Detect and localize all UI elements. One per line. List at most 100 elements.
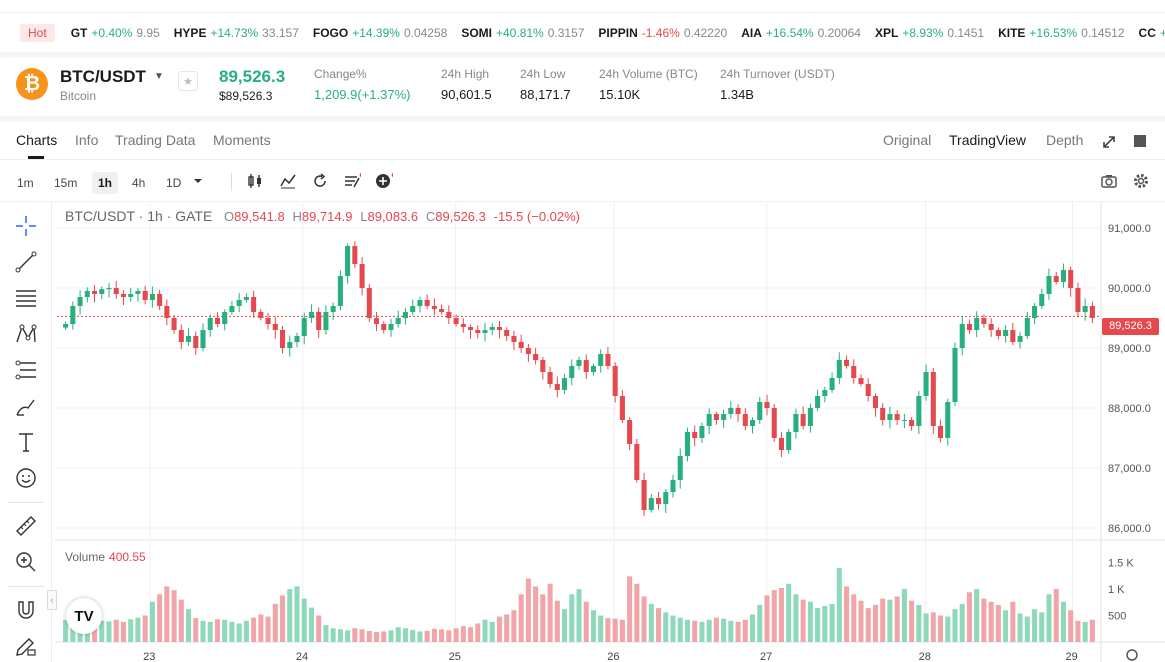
- ticker-price: 0.20064: [817, 25, 861, 40]
- hot-badge[interactable]: Hot: [20, 23, 55, 42]
- timeframe-4h[interactable]: 4h: [132, 176, 146, 190]
- candle: [84, 291, 90, 297]
- stat-label: 24h Turnover (USDT): [720, 67, 835, 81]
- candle: [981, 318, 987, 324]
- candles-icon[interactable]: [246, 172, 264, 190]
- candle: [178, 330, 184, 342]
- ticker-item[interactable]: PIPPIN -1.46% 0.42220: [598, 26, 727, 40]
- candle: [974, 318, 980, 330]
- volume-bar: [576, 589, 582, 642]
- tab-original[interactable]: Original: [883, 132, 932, 148]
- candle: [959, 324, 965, 348]
- favorite-star-icon[interactable]: ★: [178, 71, 198, 91]
- tab-charts[interactable]: Charts: [16, 132, 58, 148]
- volume-bar: [641, 596, 647, 642]
- settings-icon[interactable]: [1124, 647, 1140, 662]
- candle: [909, 420, 915, 426]
- indicators-icon[interactable]: [279, 172, 297, 190]
- volume-bar: [518, 594, 524, 642]
- timeframe-15m[interactable]: 15m: [54, 176, 78, 190]
- legend-l-label: L: [360, 209, 368, 224]
- fib-retracement-icon[interactable]: [14, 286, 38, 310]
- ruler-icon[interactable]: [14, 514, 38, 538]
- replay-icon[interactable]: [311, 172, 329, 190]
- volume-bar: [757, 604, 763, 642]
- candle: [641, 480, 647, 510]
- timeframe-1m[interactable]: 1m: [17, 176, 34, 190]
- candle: [525, 348, 531, 354]
- ticker-symbol: KITE: [998, 25, 1026, 40]
- tab-moments[interactable]: Moments: [213, 132, 271, 148]
- zoom-in-icon[interactable]: [14, 550, 38, 574]
- candle: [916, 396, 922, 426]
- tab-info[interactable]: Info: [75, 132, 99, 148]
- crosshair-icon[interactable]: [14, 214, 38, 238]
- emoji-icon[interactable]: [14, 466, 38, 490]
- candle: [236, 300, 242, 306]
- stat-value: 90,601.5: [441, 87, 492, 102]
- ticker-symbol: GT: [70, 25, 88, 40]
- brush-icon[interactable]: [14, 394, 38, 418]
- volume-bar: [1032, 609, 1038, 642]
- ticker-item[interactable]: CC +9: [1139, 26, 1165, 40]
- volume-bar: [366, 630, 372, 642]
- trend-line-icon[interactable]: [14, 250, 38, 274]
- templates-icon[interactable]: [343, 172, 361, 190]
- patterns-icon[interactable]: [14, 322, 38, 346]
- volume-bar: [771, 590, 777, 642]
- ticker-item[interactable]: FOGO +14.39% 0.04258: [313, 26, 447, 40]
- text-icon[interactable]: [14, 430, 38, 454]
- volume-bar: [916, 604, 922, 642]
- fullscreen-icon[interactable]: [1101, 134, 1117, 150]
- pair-title[interactable]: BTC/USDT: [60, 67, 146, 86]
- forecast-icon[interactable]: [14, 358, 38, 382]
- x-tick-label: 25: [449, 651, 461, 662]
- tab-tradingview[interactable]: TradingView: [949, 132, 1027, 148]
- gear-icon[interactable]: [1132, 172, 1150, 190]
- ticker-item[interactable]: SOMI +40.81% 0.3157: [461, 26, 584, 40]
- chevron-down-icon[interactable]: ▼: [154, 71, 164, 82]
- ticker-item[interactable]: KITE +16.53% 0.14512: [998, 26, 1124, 40]
- volume-bar: [1075, 620, 1081, 642]
- collapse-toolbar-icon[interactable]: ‹: [47, 590, 57, 610]
- volume-bar: [583, 601, 589, 642]
- candle: [569, 366, 575, 378]
- volume-bar: [880, 598, 886, 642]
- y-tick-label: 90,000.0: [1108, 283, 1151, 295]
- candle: [851, 366, 857, 378]
- divider: [0, 116, 1165, 122]
- candle: [265, 318, 271, 324]
- volume-bar: [1024, 616, 1030, 642]
- tab-trading-data[interactable]: Trading Data: [115, 132, 196, 148]
- ticker-item[interactable]: HYPE +14.73% 33.157: [174, 26, 299, 40]
- timeframe-1h[interactable]: 1h: [92, 172, 119, 194]
- candle: [142, 291, 148, 300]
- ticker-item[interactable]: GT +0.40% 9.95: [71, 26, 160, 40]
- chevron-down-icon[interactable]: [191, 174, 209, 192]
- ticker-item[interactable]: AIA +16.54% 0.20064: [741, 26, 861, 40]
- magnet-icon[interactable]: [14, 598, 38, 622]
- candle: [670, 480, 676, 492]
- candle: [243, 297, 249, 300]
- legend-title: BTC/USDT · 1h · GATE: [65, 208, 213, 224]
- stat-value: 88,171.7: [520, 87, 571, 102]
- price-chart[interactable]: 91,000.0 90,000.0 89,000.0 88,000.0 87,000.0…: [55, 202, 1165, 662]
- candle: [482, 330, 488, 333]
- volume-bar: [742, 619, 748, 642]
- pencil-lock-icon[interactable]: [14, 634, 38, 658]
- volume-bar: [974, 589, 980, 642]
- timeframe-1d[interactable]: 1D: [166, 176, 182, 190]
- tradingview-logo[interactable]: TV: [66, 598, 102, 634]
- volume-bar: [959, 603, 965, 642]
- tab-depth[interactable]: Depth: [1046, 132, 1084, 148]
- candle: [251, 297, 257, 312]
- ticker-item[interactable]: XPL +8.93% 0.1451: [875, 26, 984, 40]
- layout-icon[interactable]: [1133, 134, 1147, 148]
- x-tick-label: 29: [1066, 651, 1078, 662]
- candle: [836, 360, 842, 378]
- volume-bar: [619, 619, 625, 642]
- ticker-change: +16.53%: [1029, 25, 1078, 40]
- add-compare-icon[interactable]: [375, 172, 393, 190]
- candle: [576, 360, 582, 366]
- camera-icon[interactable]: [1100, 172, 1118, 190]
